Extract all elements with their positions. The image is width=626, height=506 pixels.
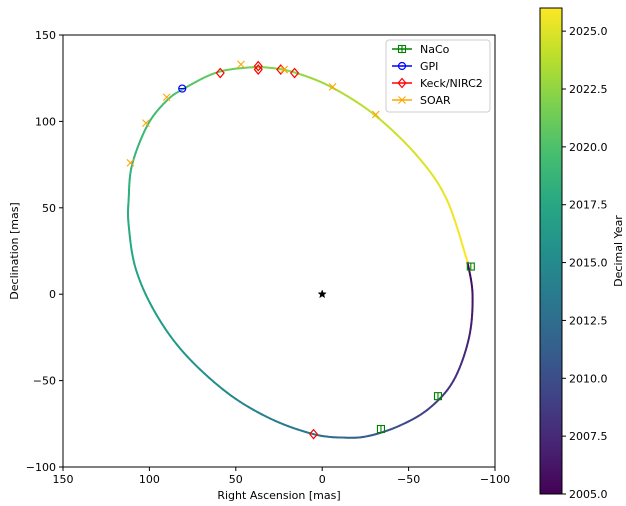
colorbar-tick-label: 2007.5 xyxy=(569,430,608,443)
orbit-segment xyxy=(455,224,460,234)
soar-point xyxy=(142,119,150,128)
orbit-segment xyxy=(404,141,411,149)
legend-marker-naco xyxy=(397,44,407,54)
y-tick-label: −50 xyxy=(33,375,56,388)
orbit-segment xyxy=(208,376,215,383)
x-tick-label: 0 xyxy=(319,473,326,486)
soar-point xyxy=(237,60,245,69)
keck-nirc2-point xyxy=(215,67,225,79)
orbit-segment xyxy=(465,256,469,263)
x-tick-label: −50 xyxy=(397,473,420,486)
soar-point-b xyxy=(162,93,171,102)
orbit-segment xyxy=(453,217,458,227)
colorbar-gradient xyxy=(539,7,563,495)
x-tick-label: 50 xyxy=(229,473,243,486)
y-tick-label: 0 xyxy=(49,288,56,301)
soar-point-b xyxy=(280,65,289,74)
orbit-segment xyxy=(381,120,389,127)
soar-point xyxy=(126,158,135,167)
naco-point xyxy=(376,424,386,434)
x-tick-label: −100 xyxy=(480,473,510,486)
orbit-segment xyxy=(399,137,407,144)
orbit-segment xyxy=(194,364,202,371)
legend-label-naco: NaCo xyxy=(420,43,450,56)
soar-point xyxy=(162,93,171,102)
keck-nirc2-point xyxy=(289,67,300,79)
soar-point-b xyxy=(328,82,337,91)
y-axis-label: Declination [mas] xyxy=(8,202,21,299)
y-axis: −100 −50 0 50 100 150 xyxy=(26,29,63,474)
orbit-segment xyxy=(450,210,456,220)
gpi-point xyxy=(178,84,187,93)
orbit-segment xyxy=(457,231,462,242)
colorbar-label: Decimal Year xyxy=(612,215,625,287)
naco-point xyxy=(433,392,443,401)
keck-nirc2-point xyxy=(253,64,263,75)
orbit-segment xyxy=(448,203,453,213)
legend: NaCo GPI Keck/NIRC2 SOAR xyxy=(385,39,491,113)
colorbar-tick-label: 2020.0 xyxy=(569,141,608,154)
legend-label-keck-nirc2: Keck/NIRC2 xyxy=(420,77,483,90)
orbit-segment xyxy=(445,198,451,206)
soar-point xyxy=(328,82,337,91)
y-tick-label: −100 xyxy=(26,461,56,474)
colorbar-tick-label: 2015.0 xyxy=(569,257,608,270)
x-axis-label: Right Ascension [mas] xyxy=(217,489,340,502)
axes-frame xyxy=(62,34,496,468)
x-tick-label: 100 xyxy=(139,473,160,486)
central-star-marker xyxy=(317,289,327,299)
orbit-segment xyxy=(199,368,206,375)
colorbar-tick-label: 2005.0 xyxy=(569,488,608,501)
naco-point xyxy=(466,262,475,271)
y-tick-label: 50 xyxy=(42,202,56,215)
legend-marker-keck-nirc2 xyxy=(397,77,407,89)
soar-point-b xyxy=(126,158,135,167)
keck-nirc2-point xyxy=(253,60,263,72)
colorbar-tick-label: 2022.5 xyxy=(569,83,608,96)
soar-point xyxy=(280,65,289,74)
soar-point xyxy=(371,110,380,119)
legend-box xyxy=(385,39,491,113)
orbit-track xyxy=(127,66,474,439)
y-tick-label: 100 xyxy=(35,115,56,128)
legend-label-gpi: GPI xyxy=(420,60,438,73)
keck-nirc2-point xyxy=(308,428,319,440)
orbit-segment xyxy=(203,372,211,379)
x-tick-label: 150 xyxy=(53,473,74,486)
legend-marker-soar-b xyxy=(398,96,406,104)
colorbar: 2005.0 2007.5 2010.0 2012.5 2015.0 2017.5 2020… xyxy=(539,7,625,501)
legend-marker-gpi xyxy=(397,61,407,71)
orbit-segment xyxy=(459,239,464,248)
observation-markers xyxy=(126,60,475,440)
x-axis: 150 100 50 0 −50 −100 xyxy=(53,467,510,486)
soar-point-b xyxy=(237,60,245,69)
orbit-segment xyxy=(395,133,402,140)
colorbar-tick-label: 2017.5 xyxy=(569,199,608,212)
soar-point-b xyxy=(142,119,150,128)
legend-label-soar: SOAR xyxy=(420,94,451,107)
orbit-segment xyxy=(386,124,393,131)
soar-point-b xyxy=(371,110,380,119)
legend-marker-soar xyxy=(398,96,406,104)
orbit-segment xyxy=(390,128,398,136)
colorbar-tick-label: 2012.5 xyxy=(569,314,608,327)
orbit-segment xyxy=(461,245,466,254)
y-tick-label: 150 xyxy=(35,29,56,42)
colorbar-tick-label: 2025.0 xyxy=(569,25,608,38)
colorbar-tick-label: 2010.0 xyxy=(569,372,608,385)
